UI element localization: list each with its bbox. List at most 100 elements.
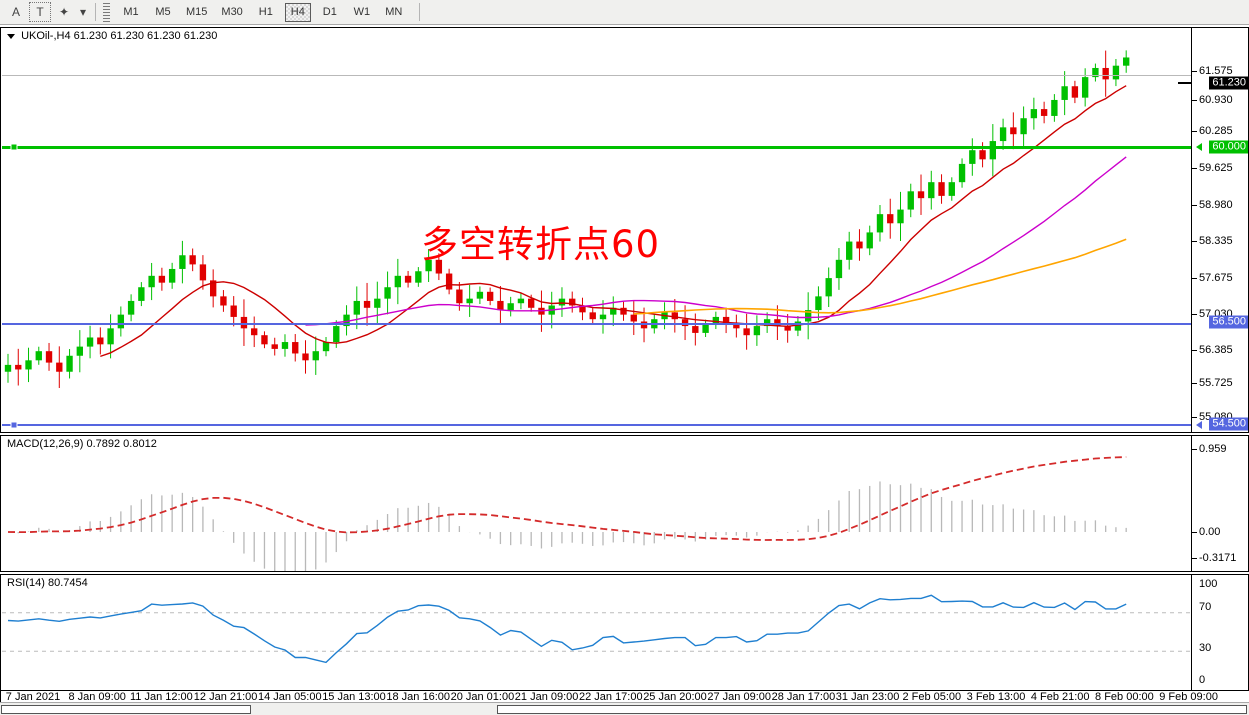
price-axis-tick	[1192, 383, 1197, 384]
timeframe-d1[interactable]: D1	[322, 6, 337, 18]
symbol-header: UKOil-,H4 61.230 61.230 61.230 61.230	[5, 30, 220, 42]
timeframe-m15[interactable]: M15	[186, 6, 208, 18]
timeframe-w1[interactable]: W1	[353, 6, 371, 18]
rsi-axis-label: 30	[1199, 642, 1212, 654]
macd-label: MACD(12,26,9) 0.7892 0.8012	[5, 438, 159, 450]
time-axis: 7 Jan 2021 8 Jan 09:00 11 Jan 12:00 12 Jan …	[0, 691, 1249, 703]
timeframe-m1[interactable]: M1	[123, 6, 139, 18]
scrollbar-thumb-right[interactable]	[497, 705, 1247, 714]
time-axis-label: 11 Jan 12:00	[129, 691, 193, 703]
macd-pane: MACD(12,26,9) 0.7892 0.8012 0.959 0.00 -0.…	[0, 435, 1249, 572]
rsi-axis-label: 70	[1199, 601, 1212, 613]
time-axis-separator	[0, 691, 1, 702]
grid-line-top	[2, 75, 1192, 76]
timeframe-group: M1 M5 M15 M30 H1 H4 D1 W1 MN	[115, 2, 410, 22]
macd-axis-label: -0.3171	[1199, 552, 1237, 564]
time-axis-label: 15 Jan 13:00	[322, 691, 386, 703]
price-axis-label: 57.675	[1199, 272, 1233, 284]
rsi-axis-label: 0	[1199, 674, 1206, 686]
timeframe-h1[interactable]: H1	[258, 6, 273, 18]
chart-annotation-text: 多空转折点60	[421, 223, 661, 266]
rsi-label: RSI(14) 80.7454	[5, 577, 90, 589]
price-candles	[4, 50, 1130, 389]
time-axis-label: 21 Jan 09:00	[514, 691, 579, 703]
level-56-5-tag[interactable]: 56.500	[1209, 315, 1248, 329]
toolbar: A T ✦ ▾ M1 M5 M15 M30 H1 H4 D1 W1 MN	[0, 0, 1249, 25]
time-axis-label: 8 Jan 09:00	[68, 691, 126, 703]
price-axis-label: 58.335	[1199, 235, 1233, 247]
timeframe-h4[interactable]: H4	[284, 2, 311, 22]
price-axis-label: 60.285	[1199, 125, 1233, 137]
toolbar-drag-handle[interactable]	[103, 2, 110, 22]
toolbar-separator-2	[418, 3, 420, 21]
price-axis-tick	[1192, 131, 1197, 132]
price-axis-tick	[1192, 100, 1197, 101]
time-axis-label: 28 Jan 17:00	[771, 691, 836, 703]
price-axis[interactable]: 61.575 60.930 60.285 59.625 58.980 58.335 57.6…	[1191, 28, 1248, 472]
rsi-plot-area[interactable]	[2, 575, 1192, 690]
dropdown-arrow-icon[interactable]: ▾	[79, 5, 87, 19]
price-axis-tick	[1192, 205, 1197, 206]
time-axis-label: 27 Jan 09:00	[707, 691, 771, 703]
horizontal-scrollbar[interactable]	[0, 702, 1249, 715]
price-plot-area[interactable]	[2, 28, 1192, 432]
macd-axis-tick	[1192, 449, 1197, 450]
price-axis-label: 56.385	[1199, 344, 1233, 356]
time-axis-label: 14 Jan 05:00	[257, 691, 322, 703]
price-axis-label: 60.930	[1199, 94, 1233, 106]
timeframe-m30[interactable]: M30	[221, 6, 243, 18]
price-axis-tick	[1192, 314, 1197, 315]
price-axis-tick	[1192, 278, 1197, 279]
level-line-60[interactable]	[2, 146, 1192, 149]
level-60-anchor[interactable]	[10, 143, 18, 151]
time-axis-label: 2 Feb 05:00	[902, 691, 962, 703]
time-axis-label: 9 Feb 09:00	[1159, 691, 1218, 703]
level-54-5-tag[interactable]: 54.500	[1209, 417, 1248, 431]
toolbar-separator	[95, 3, 96, 21]
timeframe-m5[interactable]: M5	[155, 6, 171, 18]
level-line-56-5[interactable]	[2, 323, 1192, 325]
current-price-tag: 61.230	[1209, 76, 1248, 90]
macd-plot-area[interactable]	[2, 436, 1192, 571]
price-axis-tick	[1192, 168, 1197, 169]
level-60-tag[interactable]: 60.000	[1209, 140, 1248, 154]
level-54-5-anchor[interactable]	[10, 421, 18, 429]
objects-icon[interactable]: ✦	[58, 5, 70, 19]
time-axis-label: 7 Jan 2021	[5, 691, 61, 703]
level-60-axis-arrow	[1196, 143, 1202, 151]
time-axis-label: 20 Jan 01:00	[450, 691, 515, 703]
time-axis-label: 12 Jan 21:00	[193, 691, 258, 703]
time-axis-label: 31 Jan 23:00	[835, 691, 900, 703]
text-tool-icon[interactable]: T	[29, 2, 51, 22]
rsi-graphics	[2, 594, 1192, 664]
time-axis-label: 8 Feb 00:00	[1095, 691, 1154, 703]
price-axis-label: 61.575	[1199, 65, 1233, 77]
macd-axis-tick	[1192, 532, 1197, 533]
price-axis-label: 55.725	[1199, 377, 1233, 389]
price-axis-tick	[1192, 417, 1197, 418]
price-axis-label: 59.625	[1199, 162, 1233, 174]
timeframe-mn[interactable]: MN	[385, 6, 403, 18]
macd-axis[interactable]: 0.959 0.00 -0.3171	[1191, 436, 1248, 571]
time-axis-label: 3 Feb 13:00	[966, 691, 1026, 703]
crosshair-letter-icon[interactable]: A	[11, 5, 20, 19]
scrollbar-thumb-left[interactable]	[1, 705, 251, 714]
rsi-pane: RSI(14) 80.7454 100 70 30 0	[0, 574, 1249, 691]
symbol-label: UKOil-,H4 61.230 61.230 61.230 61.230	[21, 30, 218, 42]
time-axis-label: 22 Jan 17:00	[578, 691, 643, 703]
last-price-marker	[1178, 82, 1191, 84]
rsi-axis[interactable]: 100 70 30 0	[1191, 575, 1248, 690]
level-54-5-axis-arrow	[1196, 421, 1202, 429]
time-axis-label: 18 Jan 16:00	[386, 691, 450, 703]
rsi-axis-label: 100	[1199, 578, 1218, 590]
time-axis-label: 25 Jan 20:00	[643, 691, 707, 703]
macd-axis-tick	[1192, 558, 1197, 559]
macd-axis-label: 0.959	[1199, 443, 1227, 455]
collapse-caret-icon[interactable]	[7, 33, 15, 39]
price-axis-label: 58.980	[1199, 199, 1233, 211]
price-axis-tick	[1192, 350, 1197, 351]
price-axis-tick	[1192, 71, 1197, 72]
time-axis-label: 4 Feb 21:00	[1030, 691, 1090, 703]
level-line-54-5[interactable]	[2, 424, 1192, 426]
price-axis-tick	[1192, 241, 1197, 242]
